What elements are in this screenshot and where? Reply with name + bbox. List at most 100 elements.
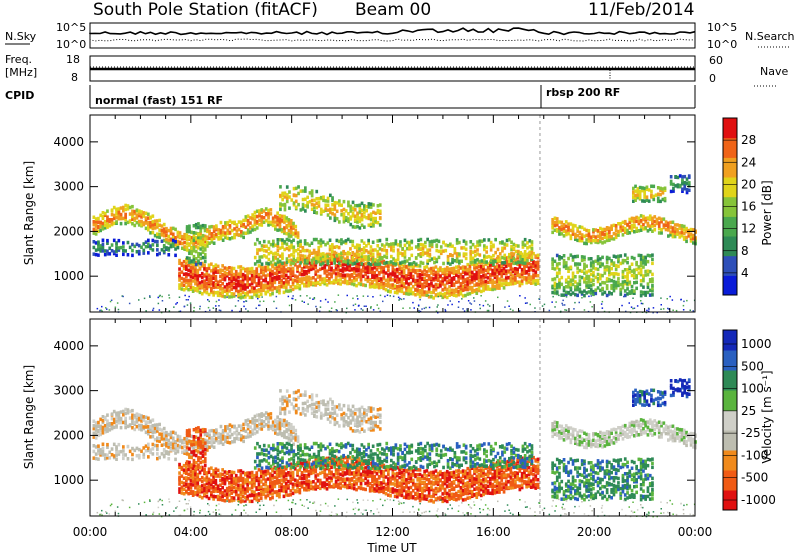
- velocity-cell: [113, 418, 116, 422]
- power-cell: [642, 303, 644, 305]
- power-cell: [419, 299, 421, 301]
- power-cell: [312, 276, 315, 280]
- power-cell: [281, 228, 284, 232]
- y-tick-label: 2000: [53, 224, 84, 238]
- power-cell: [367, 255, 370, 259]
- power-cell: [524, 243, 527, 247]
- power-cell: [362, 275, 365, 279]
- power-cell: [647, 260, 650, 264]
- power-cell: [211, 232, 214, 236]
- power-cell: [485, 246, 488, 250]
- power-cell: [374, 217, 377, 221]
- power-cell: [404, 239, 407, 243]
- power-cell: [326, 283, 329, 287]
- power-cell: [369, 282, 372, 286]
- power-cell: [438, 296, 440, 298]
- velocity-cell: [363, 411, 366, 415]
- power-cell: [683, 232, 686, 236]
- power-cell: [676, 233, 679, 237]
- power-cell: [638, 271, 641, 275]
- velocity-cell: [624, 431, 627, 435]
- power-cell: [145, 221, 148, 225]
- power-cell: [283, 281, 286, 285]
- velocity-cell: [283, 419, 286, 423]
- power-cell: [534, 264, 537, 268]
- velocity-cell: [281, 422, 284, 426]
- power-cell: [156, 223, 159, 227]
- power-cell: [431, 240, 434, 244]
- power-cell: [521, 275, 524, 279]
- power-cell: [408, 262, 411, 266]
- velocity-cell: [274, 428, 277, 432]
- power-cell: [283, 275, 286, 279]
- power-cell: [208, 277, 211, 281]
- velocity-cell: [181, 485, 184, 489]
- power-cell: [179, 235, 182, 239]
- power-cell: [385, 242, 388, 246]
- power-cell: [419, 269, 422, 273]
- velocity-cell: [149, 425, 152, 429]
- power-cell: [165, 238, 168, 242]
- power-cell: [337, 257, 340, 261]
- power-cell: [288, 254, 291, 258]
- power-cell: [231, 310, 233, 312]
- power-cell: [302, 246, 305, 250]
- power-cell: [161, 296, 163, 298]
- power-cell: [320, 208, 323, 212]
- power-cell: [510, 308, 512, 310]
- power-cell: [178, 283, 181, 287]
- power-cell: [106, 219, 109, 223]
- power-cell: [326, 273, 329, 277]
- velocity-cell: [377, 408, 380, 412]
- power-cell: [197, 259, 200, 263]
- power-cell: [240, 269, 243, 273]
- power-cell: [352, 211, 355, 215]
- power-cell: [327, 208, 330, 212]
- power-cell: [147, 251, 150, 255]
- power-cell: [228, 270, 231, 274]
- power-cell: [329, 216, 332, 220]
- power-cell: [251, 228, 254, 232]
- power-cell: [447, 304, 449, 306]
- power-cell: [231, 221, 234, 225]
- power-cell: [102, 222, 105, 226]
- power-cell: [395, 239, 398, 243]
- velocity-cell: [334, 417, 337, 421]
- power-cell: [186, 256, 189, 260]
- power-cell: [628, 221, 631, 225]
- velocity-cell: [167, 451, 170, 455]
- power-cell: [622, 259, 625, 263]
- velocity-cell: [95, 452, 98, 456]
- power-cell: [194, 282, 197, 286]
- power-cell: [280, 279, 283, 283]
- power-cell: [651, 293, 654, 297]
- power-cell: [115, 247, 118, 251]
- power-cell: [301, 273, 304, 277]
- power-cell: [178, 272, 181, 276]
- power-cell: [235, 270, 238, 274]
- power-cell: [445, 310, 447, 312]
- power-cell: [642, 223, 645, 227]
- velocity-cell: [108, 451, 111, 455]
- power-cell: [314, 266, 317, 270]
- power-cell: [608, 239, 611, 243]
- velocity-cell: [628, 429, 631, 433]
- power-cell: [365, 249, 368, 253]
- power-cell: [567, 281, 570, 285]
- power-cell: [597, 268, 600, 272]
- power-cell: [279, 246, 282, 250]
- power-cell: [152, 243, 155, 247]
- power-cell: [572, 278, 575, 282]
- power-cell: [301, 280, 304, 284]
- power-cell: [376, 280, 379, 284]
- date-label: 11/Feb/2014: [588, 0, 694, 20]
- velocity-cell: [554, 428, 557, 432]
- power-cell: [199, 247, 202, 251]
- power-cell: [521, 271, 524, 275]
- power-cell: [233, 292, 236, 296]
- velocity-cell: [565, 424, 568, 428]
- power-cell: [385, 238, 388, 242]
- power-cell: [647, 286, 650, 290]
- power-cell: [218, 299, 220, 301]
- power-cell: [562, 300, 564, 302]
